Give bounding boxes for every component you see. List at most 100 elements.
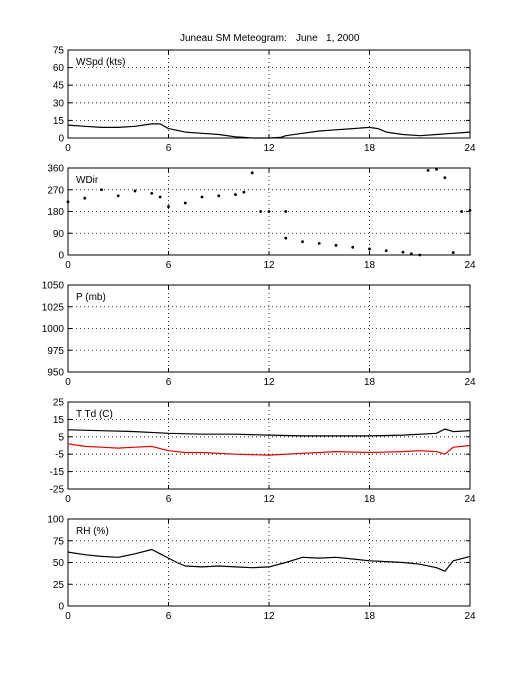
x-tick-label: 24 <box>464 260 476 271</box>
series-line-1 <box>67 443 471 456</box>
y-tick-label: -25 <box>50 485 65 496</box>
y-tick-label: 75 <box>53 46 65 57</box>
x-tick-label: 12 <box>263 494 275 505</box>
x-tick-label: 0 <box>65 377 71 388</box>
chart-title-station: Juneau SM Meteogram: <box>180 33 287 44</box>
x-tick-label: 6 <box>166 611 172 622</box>
x-tick-label: 0 <box>65 260 71 271</box>
chart-title-date: June 1, 2000 <box>296 33 360 44</box>
y-tick-label: 90 <box>53 229 65 240</box>
x-tick-label: 12 <box>263 611 275 622</box>
x-tick-label: 18 <box>364 260 376 271</box>
y-tick-label: 0 <box>58 602 64 613</box>
y-tick-label: 0 <box>58 134 64 145</box>
data-point <box>200 195 204 199</box>
data-point <box>158 195 162 199</box>
y-tick-label: 25 <box>53 580 65 591</box>
data-point <box>468 208 472 212</box>
data-point <box>460 210 464 213</box>
y-tick-label: 1000 <box>42 324 65 335</box>
data-point <box>418 253 422 257</box>
y-tick-label: 360 <box>47 164 64 175</box>
data-point <box>234 193 237 196</box>
x-tick-label: 18 <box>364 377 376 388</box>
data-point <box>116 194 120 198</box>
x-tick-label: 6 <box>166 494 172 505</box>
y-tick-label: 270 <box>47 185 64 196</box>
y-tick-label: 45 <box>53 81 65 92</box>
panel-3: -25 -15 -5 5 15 25 0 6 12 18 24 T Td (C) <box>50 398 476 506</box>
x-tick-label: 6 <box>166 377 172 388</box>
panel-4: 0 25 50 75 100 0 6 12 18 24 RH (%) <box>47 515 476 623</box>
y-tick-label: 180 <box>47 207 64 218</box>
x-tick-label: 12 <box>263 377 275 388</box>
data-point <box>100 188 103 192</box>
data-point <box>284 236 288 240</box>
series-line-0 <box>67 548 471 572</box>
data-point <box>317 242 321 245</box>
data-point <box>351 245 355 249</box>
data-point <box>426 169 430 172</box>
panel-label: RH (%) <box>76 526 109 537</box>
data-point <box>150 191 154 195</box>
data-point <box>284 210 288 213</box>
panel-1: 0 90 180 270 360 0 6 12 18 24 WDir <box>47 164 476 272</box>
panel-0: 0 15 30 45 60 75 0 6 12 18 24 WSpd (kts) <box>53 46 476 155</box>
plot-frame <box>67 401 471 490</box>
data-point <box>183 201 187 205</box>
data-point <box>435 167 438 171</box>
y-tick-label: 60 <box>53 63 65 74</box>
data-point <box>250 171 254 175</box>
y-tick-label: 30 <box>53 98 65 109</box>
x-tick-label: 24 <box>464 611 476 622</box>
data-point <box>451 251 455 254</box>
data-point <box>401 250 405 254</box>
x-tick-label: 24 <box>464 143 476 154</box>
x-tick-label: 18 <box>364 143 376 154</box>
series-line-0 <box>67 428 471 437</box>
y-tick-label: 25 <box>53 398 65 409</box>
y-tick-label: 950 <box>47 368 64 379</box>
x-tick-label: 12 <box>263 143 275 154</box>
y-tick-label: 15 <box>53 116 65 127</box>
data-point <box>133 189 137 193</box>
data-point <box>167 205 170 209</box>
series-line-0 <box>67 123 471 139</box>
panel-2: 950 975 1000 1025 1050 0 6 12 18 24 P (mb) <box>42 281 476 389</box>
x-tick-label: 6 <box>166 260 172 271</box>
x-tick-label: 18 <box>364 494 376 505</box>
x-tick-label: 24 <box>464 377 476 388</box>
data-point <box>259 210 263 213</box>
data-point <box>443 176 447 180</box>
x-tick-label: 0 <box>65 143 71 154</box>
data-point <box>368 247 371 251</box>
y-tick-label: 1025 <box>42 302 65 313</box>
y-tick-label: 100 <box>47 515 64 526</box>
x-tick-label: 24 <box>464 494 476 505</box>
x-tick-label: 6 <box>166 143 172 154</box>
data-point <box>384 249 388 253</box>
y-tick-label: -15 <box>50 467 65 478</box>
x-tick-label: 0 <box>65 611 71 622</box>
y-tick-label: -5 <box>55 450 64 461</box>
panel-label: P (mb) <box>76 292 106 303</box>
panel-label: WDir <box>76 175 99 186</box>
panel-label: T Td (C) <box>76 409 113 420</box>
data-point <box>66 200 70 204</box>
x-tick-label: 0 <box>65 494 71 505</box>
data-point <box>409 252 413 256</box>
data-point <box>242 190 246 194</box>
y-tick-label: 975 <box>47 346 64 357</box>
data-point <box>334 243 338 247</box>
x-tick-label: 12 <box>263 260 275 271</box>
data-point <box>217 194 221 198</box>
data-point <box>267 210 271 213</box>
data-point <box>83 196 87 200</box>
x-tick-label: 18 <box>364 611 376 622</box>
y-tick-label: 50 <box>53 558 65 569</box>
chart-title: Juneau SM Meteogram: June 1, 2000 <box>0 33 520 47</box>
panel-label: WSpd (kts) <box>76 57 125 68</box>
y-tick-label: 5 <box>58 432 64 443</box>
y-tick-label: 75 <box>53 536 65 547</box>
